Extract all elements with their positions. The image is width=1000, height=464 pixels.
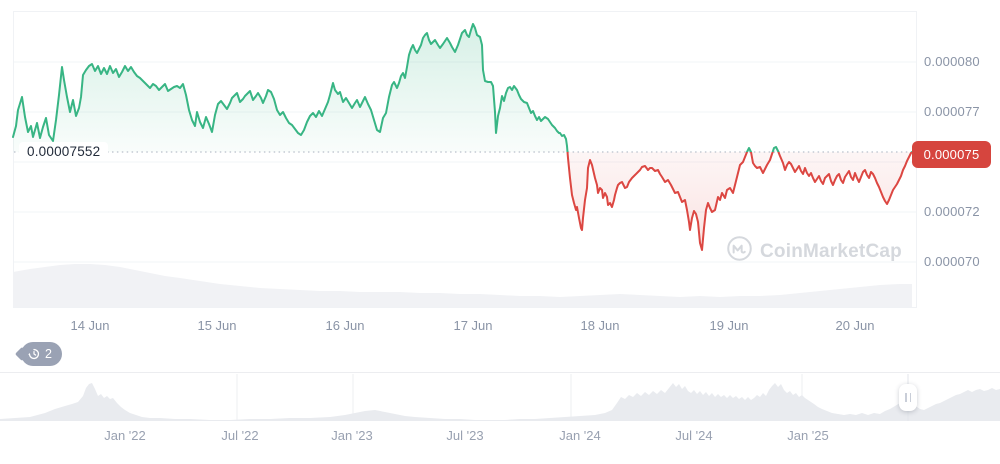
brush-handle-bar	[905, 393, 907, 402]
history-clock-icon	[27, 347, 41, 361]
timeline-axis-label: Jul '24	[675, 428, 713, 443]
timeline-axis-label: Jan '25	[787, 428, 829, 443]
coinmarketcap-watermark: CoinMarketCap	[726, 235, 902, 268]
timeline-brush-chart[interactable]	[0, 374, 1000, 421]
price-chart-plot[interactable]	[12, 23, 916, 307]
timeline-axis-label: Jan '23	[331, 428, 373, 443]
baseline-price-label: 0.00007552	[19, 142, 109, 161]
x-axis-label: 20 Jun	[835, 318, 875, 333]
watermark-text: CoinMarketCap	[760, 240, 902, 262]
x-axis-label: 16 Jun	[325, 318, 365, 333]
timeline-axis-label: Jan '22	[104, 428, 146, 443]
x-axis-label: 18 Jun	[580, 318, 620, 333]
timeline-axis-label: Jul '23	[446, 428, 484, 443]
y-axis-label: 0.000072	[924, 204, 980, 219]
y-axis-label: 0.000077	[924, 104, 980, 119]
brush-handle[interactable]	[899, 384, 917, 411]
coinmarketcap-logo-icon	[726, 235, 753, 268]
current-price-badge: 0.000075	[912, 141, 991, 168]
x-axis-label: 15 Jun	[197, 318, 237, 333]
timeline-axis-label: Jul '22	[221, 428, 259, 443]
x-axis-label: 17 Jun	[453, 318, 493, 333]
y-axis-label: 0.000070	[924, 254, 980, 269]
history-count: 2	[45, 347, 52, 361]
timeline-divider	[0, 372, 1000, 373]
history-badge[interactable]: 2	[21, 342, 62, 366]
timeline-axis-label: Jan '24	[559, 428, 601, 443]
y-axis-label: 0.000080	[924, 54, 980, 69]
brush-handle-bar	[909, 393, 911, 402]
x-axis-label: 14 Jun	[70, 318, 110, 333]
x-axis-label: 19 Jun	[709, 318, 749, 333]
